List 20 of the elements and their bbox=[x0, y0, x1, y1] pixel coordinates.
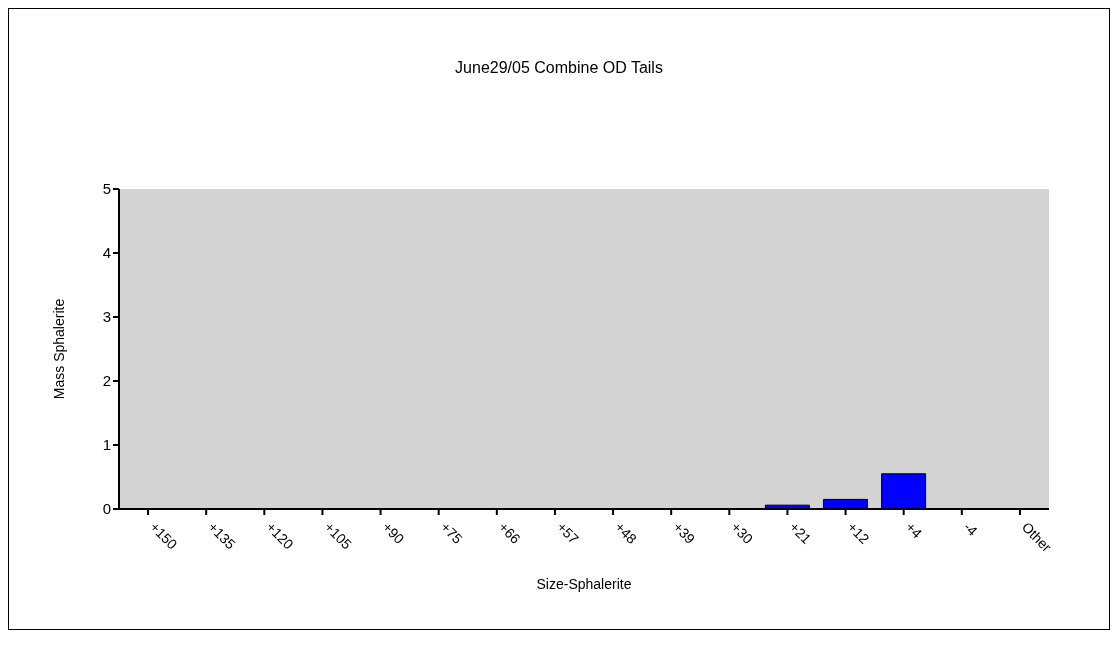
chart-title: June29/05 Combine OD Tails bbox=[454, 59, 664, 77]
x-axis-title: Size-Sphalerite bbox=[536, 576, 632, 592]
y-tick-label: 3 bbox=[102, 308, 111, 326]
y-tick-label: 1 bbox=[102, 436, 111, 454]
y-tick-label: 2 bbox=[102, 372, 111, 390]
y-tick-label: 0 bbox=[102, 500, 111, 518]
x-tick-label: +21 bbox=[786, 518, 815, 548]
y-tick-label: 4 bbox=[102, 244, 111, 262]
x-tick-label: +30 bbox=[728, 518, 757, 548]
x-tick-label: +66 bbox=[495, 518, 524, 548]
y-tick-label: 5 bbox=[102, 180, 111, 198]
x-tick-label: +75 bbox=[437, 518, 466, 548]
y-axis-title: Mass Sphalerite bbox=[50, 298, 67, 400]
x-tick-label: +39 bbox=[670, 518, 699, 548]
x-tick-label: +12 bbox=[844, 518, 873, 548]
x-tick-label: +48 bbox=[611, 518, 641, 548]
x-tick-label: +4 bbox=[902, 518, 926, 542]
x-tick-label: -4 bbox=[960, 518, 981, 540]
x-tick-label: +57 bbox=[553, 518, 583, 548]
x-tick-label: +90 bbox=[379, 518, 408, 548]
